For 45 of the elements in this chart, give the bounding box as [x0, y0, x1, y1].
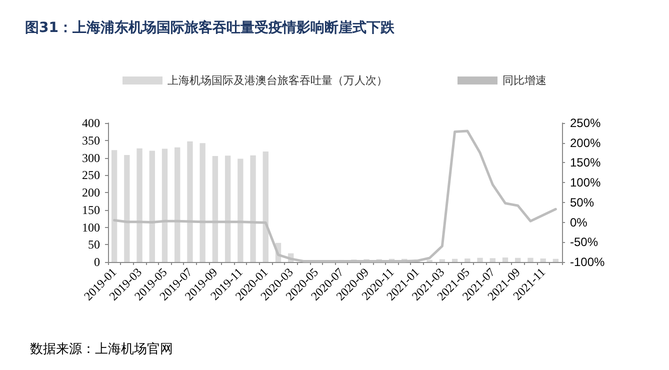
bar: [174, 147, 180, 262]
y-tick-label: 150: [82, 202, 100, 217]
bar: [124, 154, 130, 262]
y2-tick-label: 150%: [570, 156, 602, 170]
bar: [515, 258, 521, 262]
bar: [477, 258, 483, 262]
bar: [238, 158, 244, 262]
y-tick-label: 200: [82, 186, 100, 200]
legend-label: 同比增速: [502, 74, 546, 87]
bar: [149, 150, 155, 262]
y-tick-label: 0: [94, 255, 100, 269]
y-tick-label: 50: [88, 238, 100, 252]
y2-tick-label: 250%: [570, 116, 602, 130]
bar: [528, 258, 534, 262]
legend-label: 上海机场国际及港澳台旅客吞吐量（万人次）: [168, 74, 388, 87]
bar: [490, 258, 496, 262]
y2-tick-label: 200%: [570, 136, 602, 150]
bar: [162, 148, 168, 262]
y-tick-label: 100: [82, 220, 100, 234]
bar: [136, 148, 142, 262]
chart-title: 图31：上海浦东机场国际旅客吞吐量受疫情影响断崖式下跌: [25, 19, 396, 36]
bar: [439, 259, 446, 262]
bar: [187, 141, 193, 262]
bar: [452, 258, 458, 262]
bar: [540, 258, 546, 262]
y2-tick-label: 50%: [570, 195, 594, 210]
y2-tick-label: -100%: [570, 255, 606, 269]
y2-tick-label: 0%: [570, 215, 588, 230]
y2-tick-label: -50%: [570, 235, 598, 250]
bar: [212, 156, 218, 262]
bar: [464, 258, 470, 262]
line-series: [113, 130, 557, 262]
bar: [250, 155, 256, 262]
y-tick-label: 400: [82, 116, 100, 130]
source-note: 数据来源：上海机场官网: [30, 341, 173, 357]
bar: [502, 257, 508, 262]
bar: [111, 150, 118, 262]
y-tick-label: 300: [82, 150, 100, 165]
bar: [552, 258, 559, 262]
y-tick-label: 350: [82, 133, 100, 148]
bar: [224, 156, 231, 262]
y2-tick-label: 100%: [570, 176, 602, 190]
bar: [262, 151, 268, 262]
y-tick-label: 250: [82, 168, 100, 182]
bar: [200, 143, 206, 262]
